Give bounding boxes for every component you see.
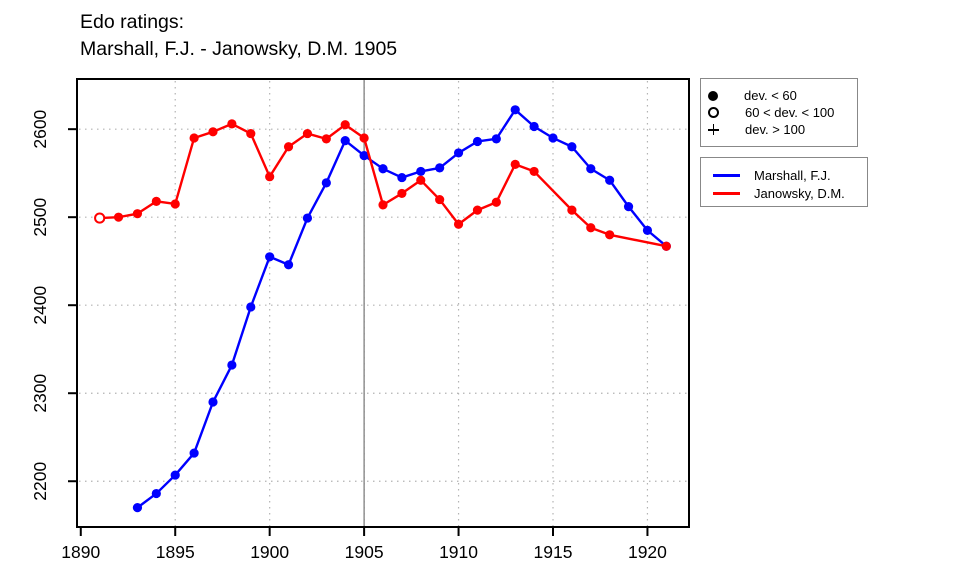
data-point-marshall-1916 xyxy=(567,142,577,152)
data-point-janowsky-1904 xyxy=(340,120,350,130)
janowsky-line-icon xyxy=(713,191,740,195)
data-point-marshall-1920 xyxy=(642,225,653,235)
legend-item-label: 60 < dev. < 100 xyxy=(745,105,835,121)
data-point-marshall-1919 xyxy=(623,202,634,212)
data-point-marshall-1912 xyxy=(491,134,501,144)
data-point-marshall-1906 xyxy=(378,164,388,174)
data-point-marshall-1898 xyxy=(227,360,237,370)
marker-legend: dev. < 60 60 < dev. < 100 dev. > 100 xyxy=(700,78,858,147)
data-point-janowsky-1918 xyxy=(605,230,615,240)
x-tick-label: 1905 xyxy=(345,542,384,562)
legend-item-label: dev. < 60 xyxy=(744,88,797,104)
data-point-janowsky-1917 xyxy=(586,223,596,233)
legend-item-dev-60-100: 60 < dev. < 100 xyxy=(708,104,857,121)
data-point-marshall-1895 xyxy=(170,470,180,480)
data-point-marshall-1917 xyxy=(586,164,596,174)
x-tick-label: 1910 xyxy=(439,542,478,562)
data-point-marshall-1902 xyxy=(302,213,313,223)
data-point-janowsky-1913 xyxy=(510,159,520,169)
data-point-janowsky-1896 xyxy=(189,133,199,143)
y-tick-label: 2300 xyxy=(30,373,50,412)
data-point-janowsky-1903 xyxy=(321,134,331,144)
data-point-marshall-1893 xyxy=(132,503,143,513)
data-point-marshall-1915 xyxy=(548,133,558,143)
data-point-marshall-1909 xyxy=(435,163,445,173)
chart-title: Edo ratings: Marshall, F.J. - Janowsky, … xyxy=(80,9,397,63)
chart-title-line2: Marshall, F.J. - Janowsky, D.M. 1905 xyxy=(80,38,398,60)
x-tick-label: 1900 xyxy=(250,542,289,562)
open-circle-icon xyxy=(708,107,719,119)
data-point-janowsky-1912 xyxy=(491,197,501,207)
data-point-janowsky-1916 xyxy=(567,205,577,215)
data-point-janowsky-1914 xyxy=(529,166,539,177)
legend-item-janowsky: Janowsky, D.M. xyxy=(713,185,867,203)
data-point-marshall-1905 xyxy=(359,150,369,161)
data-point-janowsky-1899 xyxy=(246,128,256,139)
x-tick-label: 1920 xyxy=(628,542,667,562)
legend-item-dev-lt-60: dev. < 60 xyxy=(708,87,857,104)
legend-item-marshall: Marshall, F.J. xyxy=(713,167,867,185)
x-tick-label: 1915 xyxy=(534,542,573,562)
data-point-janowsky-1902 xyxy=(302,128,313,139)
legend-item-label: Marshall, F.J. xyxy=(754,168,831,184)
data-point-janowsky-1911 xyxy=(472,205,483,215)
data-point-marshall-1918 xyxy=(605,175,615,185)
data-point-janowsky-1897 xyxy=(208,127,218,137)
x-tick-label: 1895 xyxy=(156,542,195,562)
data-point-marshall-1899 xyxy=(246,302,256,312)
plot-border xyxy=(76,78,690,528)
x-tick-label: 1890 xyxy=(61,542,100,562)
data-point-marshall-1907 xyxy=(397,172,407,183)
data-point-marshall-1897 xyxy=(208,397,218,407)
data-point-janowsky-1906 xyxy=(378,200,388,210)
legend-item-dev-gt-100: dev. > 100 xyxy=(708,121,857,138)
filled-circle-icon xyxy=(708,90,718,101)
legend-item-label: Janowsky, D.M. xyxy=(754,185,845,201)
data-point-janowsky-1907 xyxy=(397,188,407,199)
data-point-janowsky-1901 xyxy=(283,142,294,152)
data-point-marshall-1910 xyxy=(453,148,464,158)
data-point-marshall-1914 xyxy=(529,121,539,132)
data-point-marshall-1904 xyxy=(340,136,350,146)
data-point-janowsky-1921 xyxy=(661,241,671,251)
y-tick-label: 2400 xyxy=(30,285,50,324)
data-point-janowsky-1898 xyxy=(227,119,237,129)
data-point-marshall-1896 xyxy=(189,448,199,458)
y-tick-label: 2500 xyxy=(30,197,50,236)
data-point-marshall-1903 xyxy=(321,178,331,188)
data-point-marshall-1894 xyxy=(151,488,161,499)
series-legend: Marshall, F.J. Janowsky, D.M. xyxy=(700,157,868,207)
marshall-line-icon xyxy=(713,174,740,178)
plus-icon xyxy=(708,124,719,136)
legend-item-label: dev. > 100 xyxy=(745,122,806,138)
data-point-janowsky-1905 xyxy=(359,133,369,143)
data-point-janowsky-1908 xyxy=(416,175,426,185)
data-point-janowsky-1910 xyxy=(453,219,464,229)
data-point-janowsky-1892 xyxy=(113,212,124,222)
data-point-marshall-1911 xyxy=(472,136,483,147)
data-point-janowsky-1895 xyxy=(170,199,180,209)
data-point-janowsky-1894 xyxy=(151,196,161,206)
data-point-janowsky-1909 xyxy=(435,194,445,205)
data-point-marshall-1900 xyxy=(265,252,275,262)
data-point-marshall-1901 xyxy=(283,260,294,270)
data-point-janowsky-1891 xyxy=(94,212,106,224)
data-point-janowsky-1900 xyxy=(265,172,275,182)
data-point-marshall-1913 xyxy=(510,105,520,115)
chart-title-line1: Edo ratings: xyxy=(80,11,185,33)
y-tick-label: 2200 xyxy=(30,462,50,501)
series-line-janowsky xyxy=(99,122,667,248)
data-point-janowsky-1893 xyxy=(132,209,143,219)
data-point-marshall-1908 xyxy=(416,166,426,177)
y-tick-label: 2600 xyxy=(30,109,50,148)
